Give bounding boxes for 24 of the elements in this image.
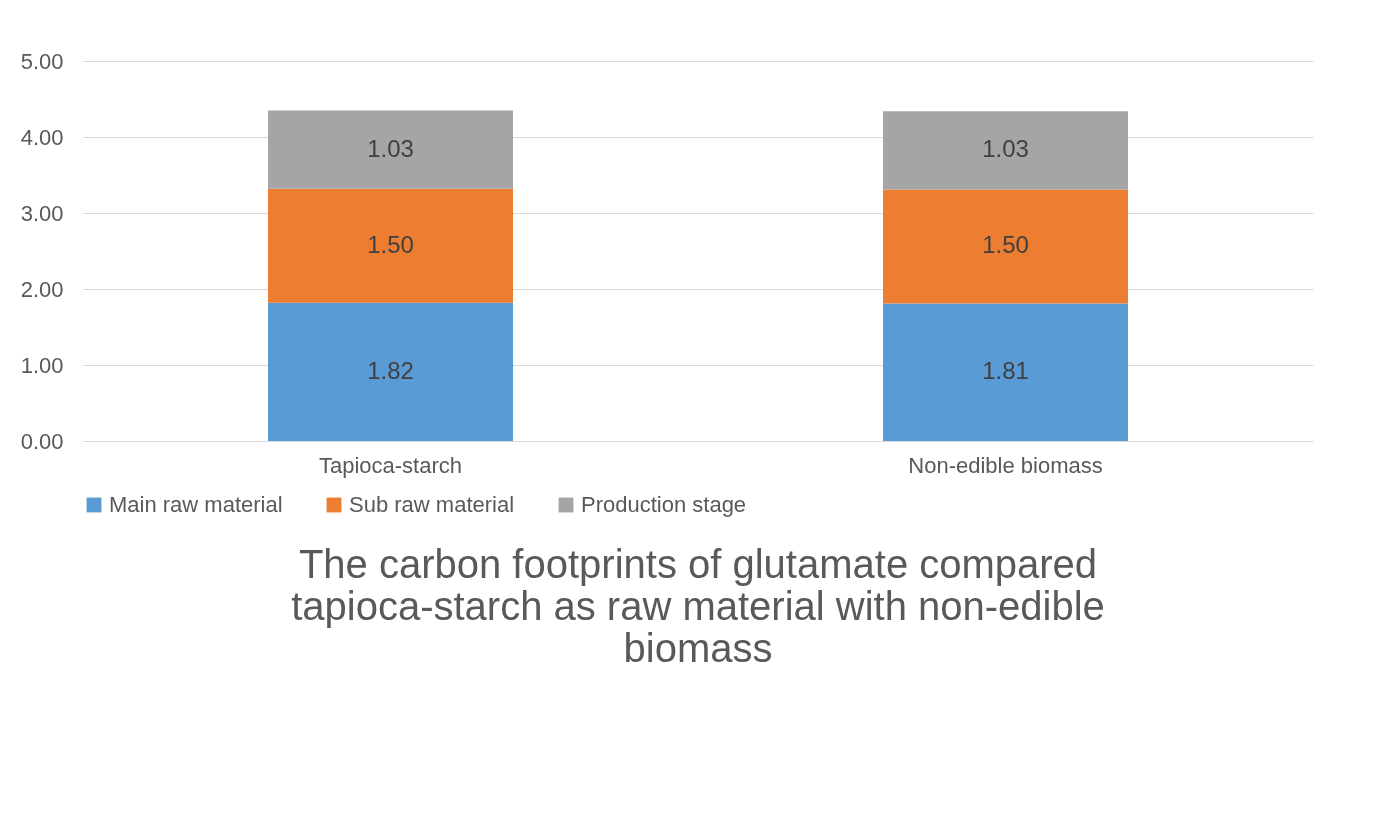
y-tick-label: 3.00 <box>20 200 64 226</box>
bar <box>883 189 1128 304</box>
bar <box>883 303 1128 441</box>
bar <box>883 111 1128 190</box>
y-tick-label: 1.00 <box>20 352 64 378</box>
data-label: 1.81 <box>982 357 1029 385</box>
data-label: 1.03 <box>367 134 414 162</box>
y-tick-label: 5.00 <box>20 48 64 74</box>
legend-label: Sub raw material <box>349 492 515 517</box>
data-label: 1.03 <box>982 135 1029 163</box>
legend-label: Production stage <box>581 492 747 517</box>
data-label: 1.50 <box>982 231 1029 259</box>
data-label: 1.50 <box>367 230 414 258</box>
legend-label: Main raw material <box>109 492 283 517</box>
bar <box>268 302 513 441</box>
data-label: 1.82 <box>367 356 414 384</box>
bar <box>268 188 513 303</box>
text: The carbon footprints of glutamate compared tapioca-starch as raw material with non-edible biomass <box>291 542 1105 670</box>
y-tick-label: 0.00 <box>20 428 64 454</box>
y-tick-label: 2.00 <box>20 276 64 302</box>
y-tick-label: 4.00 <box>20 124 64 150</box>
bar <box>268 110 513 189</box>
x-tick-label: Non-edible biomass <box>908 452 1103 478</box>
x-tick-label: Tapioca-starch <box>318 452 463 478</box>
